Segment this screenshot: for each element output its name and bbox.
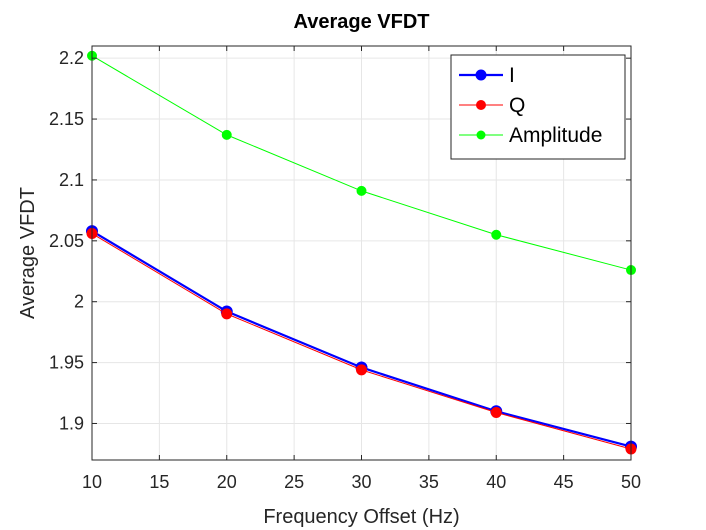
y-tick-label: 1.95 [49,353,84,373]
data-point-amplitude [221,129,232,140]
x-tick-label: 20 [217,472,237,492]
y-tick-label: 1.9 [59,413,84,433]
data-point-amplitude [491,229,502,240]
x-tick-label: 45 [554,472,574,492]
chart-title: Average VFDT [294,11,430,33]
series-q [86,228,637,455]
legend-marker [476,130,486,140]
y-tick-label: 2.1 [59,170,84,190]
x-tick-label: 10 [82,472,102,492]
legend-item-amplitude: Amplitude [459,124,602,147]
legend-label: Amplitude [509,124,602,147]
legend: IQ Amplitude [450,54,626,160]
data-point-q [221,308,233,320]
x-tick-label: 40 [486,472,506,492]
legend-marker [476,100,486,110]
ticks [91,46,632,460]
x-tick-label: 35 [419,472,439,492]
x-axis-label: Frequency Offset (Hz) [263,506,459,528]
x-tick-label: 25 [284,472,304,492]
y-tick-label: 2 [74,292,84,312]
y-tick-label: 2.15 [49,109,84,129]
data-point-amplitude [356,185,367,196]
x-tick-label: 30 [351,472,371,492]
legend-marker [475,69,487,81]
x-tick-labels: 10 15 20 25 30 35 40 45 50 [82,472,641,492]
y-tick-label: 2.05 [49,231,84,251]
data-point-q [490,407,502,419]
legend-item-i: I [459,64,515,87]
legend-label: I [509,64,515,87]
data-point-q [356,364,367,376]
x-tick-label: 15 [149,472,169,492]
y-tick-labels: 1.9 1.95 2 2.05 2.1 2.15 2.2 [49,48,84,433]
y-tick-label: 2.2 [59,48,84,68]
series-amplitude [87,50,636,276]
y-axis-label: Average VFDT [17,187,39,319]
x-tick-label: 50 [621,472,641,492]
legend-label: Q [509,94,525,117]
legend-item-q: Q [459,94,525,117]
